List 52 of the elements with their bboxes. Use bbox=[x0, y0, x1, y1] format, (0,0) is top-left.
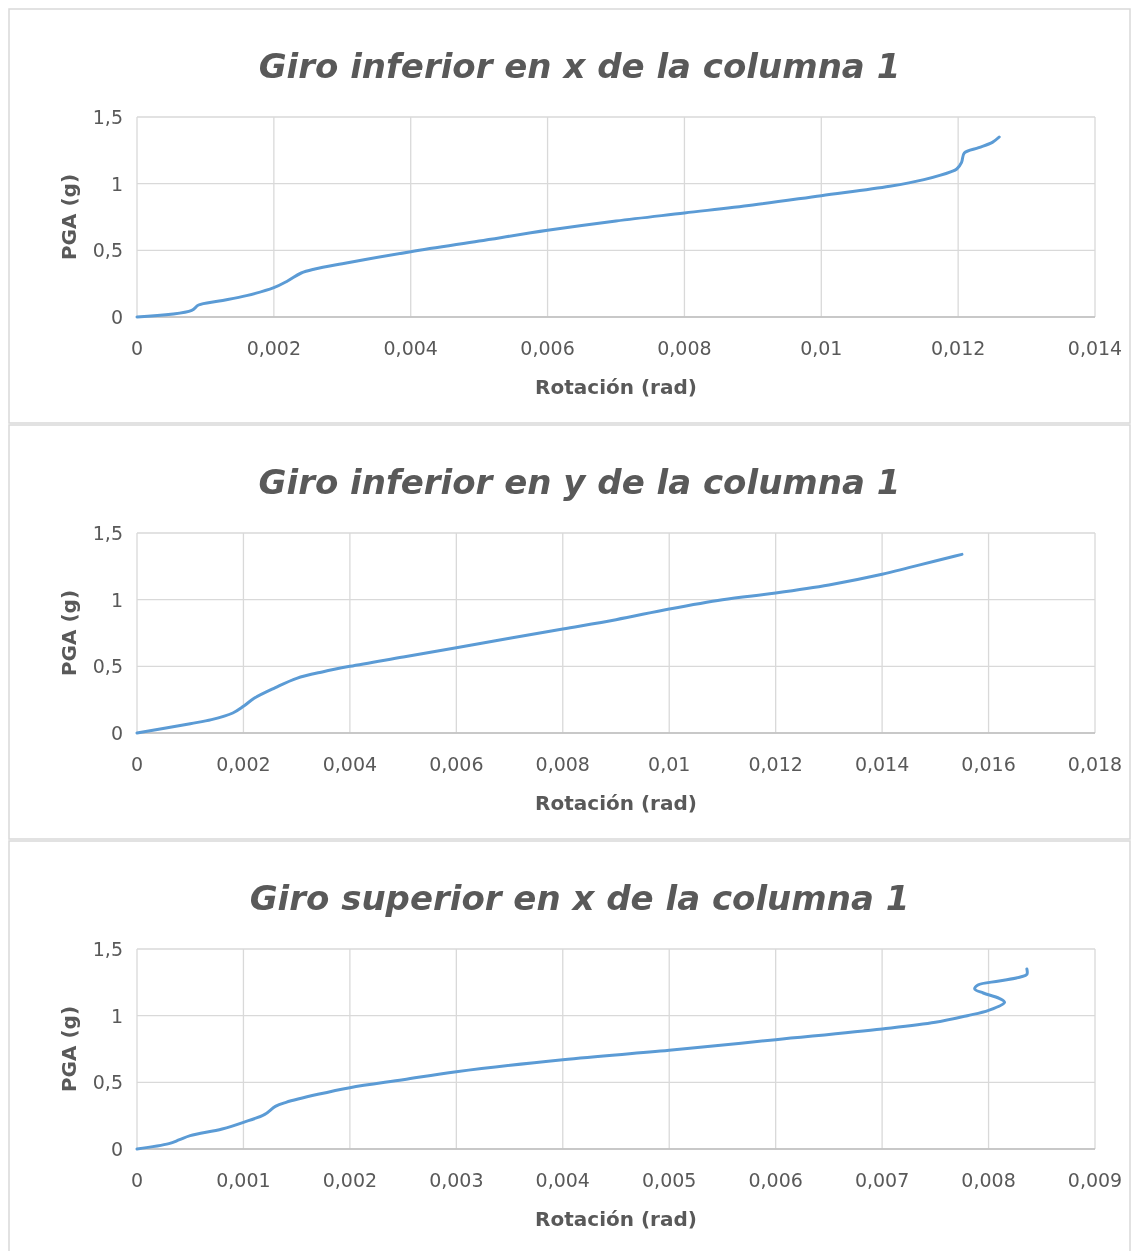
x-tick-label: 0,008 bbox=[535, 753, 590, 775]
y-tick-label: 0 bbox=[110, 306, 123, 328]
x-tick-label: 0,009 bbox=[1067, 1169, 1123, 1191]
y-tick-label: 1,5 bbox=[92, 106, 123, 128]
chart-title: Giro inferior en y de la columna 1 bbox=[258, 462, 901, 502]
chart-title: Giro inferior en x de la columna 1 bbox=[258, 46, 901, 86]
x-tick-label: 0,014 bbox=[854, 753, 910, 775]
x-tick-label: 0,007 bbox=[854, 1169, 910, 1191]
x-tick-label: 0,001 bbox=[216, 1169, 271, 1191]
x-tick-label: 0,012 bbox=[930, 337, 986, 359]
y-tick-label: 1,5 bbox=[92, 522, 123, 544]
x-tick-label: 0,018 bbox=[1067, 753, 1123, 775]
x-tick-label: 0 bbox=[130, 337, 144, 359]
x-tick-label: 0,003 bbox=[429, 1169, 484, 1191]
x-tick-label: 0,01 bbox=[648, 753, 691, 775]
x-tick-label: 0,006 bbox=[520, 337, 575, 359]
x-tick-label: 0 bbox=[130, 753, 144, 775]
x-tick-label: 0,008 bbox=[657, 337, 712, 359]
line-series bbox=[135, 967, 1029, 1151]
y-tick-label: 0 bbox=[110, 722, 123, 744]
x-tick-label: 0,014 bbox=[1067, 337, 1123, 359]
x-tick-label: 0,006 bbox=[429, 753, 484, 775]
x-tick-label: 0,004 bbox=[322, 753, 378, 775]
y-axis-title: PGA (g) bbox=[57, 173, 81, 261]
line-series bbox=[135, 552, 964, 735]
y-tick-label: 0,5 bbox=[92, 239, 123, 262]
line-series bbox=[135, 135, 1001, 319]
x-tick-label: 0,006 bbox=[748, 1169, 803, 1191]
x-tick-label: 0,002 bbox=[246, 337, 302, 359]
y-tick-label: 1,5 bbox=[92, 938, 123, 960]
y-axis-title: PGA (g) bbox=[57, 1005, 81, 1093]
y-tick-label: 1 bbox=[110, 588, 123, 611]
x-tick-label: 0 bbox=[130, 1169, 144, 1191]
x-tick-label: 0,008 bbox=[961, 1169, 1016, 1191]
x-tick-label: 0,004 bbox=[535, 1169, 590, 1191]
y-tick-label: 1 bbox=[110, 172, 123, 195]
y-tick-label: 0,5 bbox=[92, 655, 123, 678]
x-tick-label: 0,002 bbox=[216, 753, 271, 775]
y-axis-title: PGA (g) bbox=[57, 589, 81, 677]
x-axis-title: Rotación (rad) bbox=[535, 375, 697, 399]
x-tick-label: 0,005 bbox=[642, 1169, 697, 1191]
chart-title: Giro superior en x de la columna 1 bbox=[249, 878, 910, 918]
x-tick-label: 0,004 bbox=[383, 337, 438, 359]
y-tick-label: 0 bbox=[110, 1138, 123, 1160]
x-tick-label: 0,012 bbox=[748, 753, 803, 775]
x-tick-label: 0,016 bbox=[961, 753, 1016, 775]
x-tick-label: 0,01 bbox=[800, 337, 843, 359]
y-tick-label: 1 bbox=[110, 1004, 123, 1027]
x-axis-title: Rotación (rad) bbox=[535, 791, 697, 815]
x-axis-title: Rotación (rad) bbox=[535, 1207, 697, 1231]
y-tick-label: 0,5 bbox=[92, 1071, 123, 1094]
x-tick-label: 0,002 bbox=[322, 1169, 378, 1191]
